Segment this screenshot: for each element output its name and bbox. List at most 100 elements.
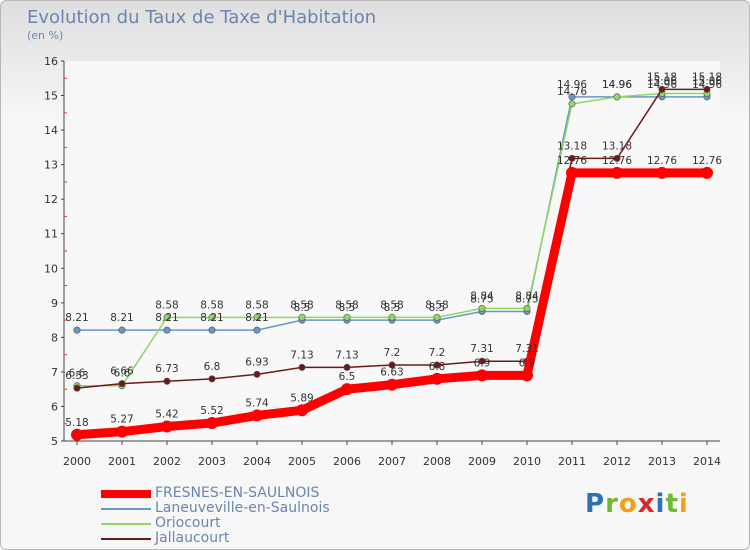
y-tick-label: 12 bbox=[44, 193, 58, 206]
legend-swatch-jallaucourt bbox=[101, 537, 151, 540]
data-point bbox=[163, 326, 171, 334]
data-label: 5.42 bbox=[155, 408, 178, 420]
data-label: 6.8 bbox=[204, 361, 221, 373]
data-point bbox=[118, 380, 126, 388]
data-point bbox=[163, 313, 171, 321]
data-point bbox=[208, 313, 216, 321]
data-label: 5.27 bbox=[110, 414, 133, 426]
y-tick-label: 11 bbox=[44, 228, 58, 241]
legend-item-jallaucourt: Jallaucourt bbox=[101, 531, 330, 546]
legend-label: Oriocourt bbox=[155, 515, 221, 531]
legend-item-oriocourt: Oriocourt bbox=[101, 516, 330, 531]
data-label: 6.66 bbox=[110, 366, 134, 378]
data-point bbox=[611, 166, 623, 179]
data-point bbox=[163, 377, 171, 385]
data-label: 5.89 bbox=[290, 392, 313, 404]
data-label: 14.96 bbox=[602, 79, 632, 91]
data-label: 5.18 bbox=[65, 417, 88, 429]
data-label: 12.76 bbox=[602, 155, 632, 167]
data-point bbox=[568, 100, 576, 108]
data-label: 14.76 bbox=[557, 86, 587, 98]
data-label: 6.6 bbox=[69, 368, 86, 380]
data-label: 8.84 bbox=[515, 290, 539, 302]
data-point bbox=[701, 166, 713, 179]
data-label: 8.75 bbox=[515, 293, 538, 305]
x-tick-label: 2012 bbox=[603, 455, 631, 468]
data-label: 7.2 bbox=[429, 347, 446, 359]
data-point bbox=[298, 313, 306, 321]
legend-item-laneuveville: Laneuveville-en-Saulnois bbox=[101, 501, 330, 516]
data-label: 8.5 bbox=[429, 302, 446, 314]
data-label: 7.31 bbox=[470, 343, 493, 355]
x-tick-label: 2007 bbox=[378, 455, 406, 468]
data-label: 8.58 bbox=[200, 299, 223, 311]
y-tick-label: 15 bbox=[44, 90, 58, 103]
data-label: 5.74 bbox=[245, 397, 269, 409]
data-point bbox=[253, 326, 261, 334]
data-label: 13.18 bbox=[557, 140, 587, 152]
data-label: 8.75 bbox=[470, 293, 493, 305]
data-label: 8.21 bbox=[245, 312, 268, 324]
data-label: 8.21 bbox=[155, 312, 178, 324]
legend-label: Jallaucourt bbox=[155, 530, 230, 546]
data-point bbox=[478, 357, 486, 365]
x-tick-label: 2004 bbox=[243, 455, 271, 468]
x-tick-label: 2009 bbox=[468, 455, 496, 468]
data-point bbox=[521, 369, 533, 382]
data-point bbox=[433, 313, 441, 321]
data-point bbox=[703, 85, 711, 93]
legend-label: FRESNES-EN-SAULNOIS bbox=[155, 485, 320, 501]
data-label: 15.18 bbox=[647, 71, 677, 83]
data-label: 15.18 bbox=[692, 71, 722, 83]
y-tick-label: 6 bbox=[51, 400, 58, 413]
data-point bbox=[613, 93, 621, 101]
data-label: 7.13 bbox=[290, 349, 313, 361]
legend: FRESNES-EN-SAULNOIS Laneuveville-en-Saul… bbox=[101, 486, 330, 546]
plot-area bbox=[64, 61, 720, 441]
data-label: 12.76 bbox=[692, 155, 722, 167]
data-point bbox=[386, 378, 398, 391]
legend-item-fresnes: FRESNES-EN-SAULNOIS bbox=[101, 486, 330, 501]
logo-letter: x bbox=[637, 489, 656, 519]
data-point bbox=[296, 404, 308, 417]
data-point bbox=[388, 313, 396, 321]
data-point bbox=[568, 93, 576, 101]
x-tick-label: 2008 bbox=[423, 455, 451, 468]
data-point bbox=[253, 313, 261, 321]
data-label: 8.5 bbox=[384, 302, 401, 314]
data-label: 8.58 bbox=[155, 299, 178, 311]
data-label: 13.18 bbox=[602, 140, 632, 152]
y-tick-label: 5 bbox=[51, 435, 58, 448]
data-label: 6.9 bbox=[474, 357, 491, 369]
y-tick-label: 16 bbox=[44, 55, 58, 68]
legend-label: Laneuveville-en-Saulnois bbox=[155, 500, 330, 516]
data-point bbox=[253, 370, 261, 378]
data-label: 14.96 bbox=[602, 79, 632, 91]
data-point bbox=[206, 417, 218, 430]
data-point bbox=[208, 326, 216, 334]
data-point bbox=[208, 375, 216, 383]
data-label: 6.63 bbox=[380, 367, 403, 379]
data-label: 8.5 bbox=[339, 302, 356, 314]
data-point bbox=[523, 304, 531, 312]
data-point bbox=[298, 363, 306, 371]
data-label: 6.5 bbox=[339, 371, 356, 383]
data-label: 8.5 bbox=[294, 302, 311, 314]
x-tick-label: 2013 bbox=[648, 455, 676, 468]
logo-letter: P bbox=[585, 489, 606, 519]
y-tick-label: 13 bbox=[44, 159, 58, 172]
y-tick-label: 8 bbox=[51, 331, 58, 344]
data-label: 8.58 bbox=[425, 299, 448, 311]
x-tick-label: 2000 bbox=[63, 455, 91, 468]
proxiti-logo: Proxiti bbox=[585, 489, 689, 519]
data-point bbox=[73, 326, 81, 334]
data-label: 6.6 bbox=[114, 368, 131, 380]
data-label: 8.21 bbox=[65, 312, 88, 324]
data-point bbox=[118, 326, 126, 334]
data-label: 8.58 bbox=[245, 299, 268, 311]
data-label: 6.93 bbox=[245, 356, 268, 368]
data-point bbox=[431, 372, 443, 385]
data-label: 14.96 bbox=[647, 79, 677, 91]
data-label: 6.9 bbox=[519, 357, 536, 369]
